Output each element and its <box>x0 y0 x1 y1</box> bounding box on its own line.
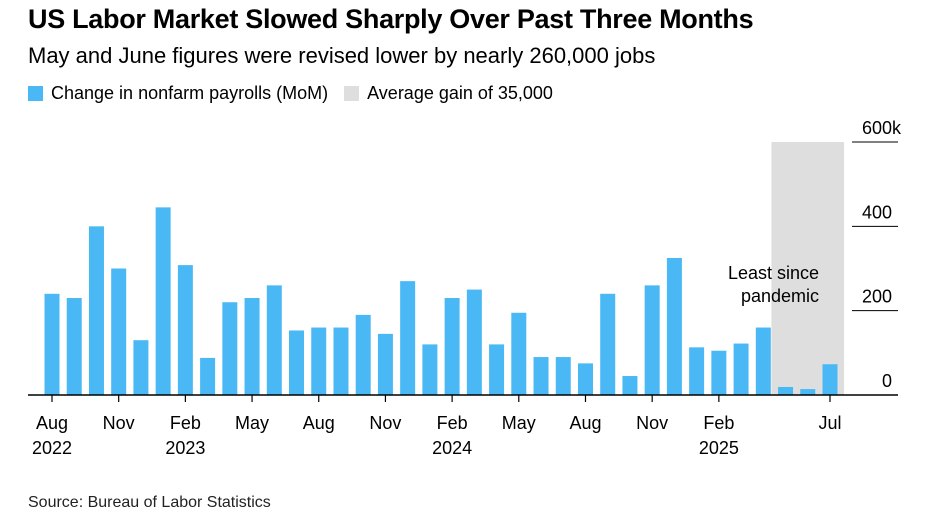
x-tick-label-2023-05-month: May <box>235 413 269 433</box>
bar-2025-01 <box>689 347 705 395</box>
legend-label-average: Average gain of 35,000 <box>367 83 553 103</box>
bar-2023-02 <box>177 265 193 395</box>
y-tick-label-0: 0 <box>882 371 892 391</box>
bar-2025-03 <box>733 343 749 395</box>
legend: Change in nonfarm payrolls (MoM) Average… <box>28 83 569 104</box>
bar-2023-12 <box>400 281 416 395</box>
legend-label-payrolls: Change in nonfarm payrolls (MoM) <box>51 83 329 103</box>
bar-2024-03 <box>466 289 482 395</box>
legend-swatch-payrolls <box>28 86 43 101</box>
source-note: Source: Bureau of Labor Statistics <box>28 494 271 511</box>
bar-2024-07 <box>555 357 571 395</box>
bar-2023-08 <box>311 327 327 395</box>
legend-item-payrolls: Change in nonfarm payrolls (MoM) <box>28 83 328 104</box>
x-tick-label-2023-02-year: 2023 <box>165 438 205 458</box>
bar-2024-12 <box>666 257 682 395</box>
x-tick-label-2024-02-month: Feb <box>437 413 468 433</box>
average-gain-shaded-region <box>771 142 845 395</box>
bar-2023-07 <box>289 330 305 395</box>
bar-2024-08 <box>577 363 593 395</box>
x-tick-label-2025-02-month: Feb <box>703 413 734 433</box>
bar-2022-08 <box>44 293 60 395</box>
bar-2024-09 <box>600 293 616 395</box>
legend-swatch-average <box>344 86 360 101</box>
bar-2024-01 <box>422 344 438 395</box>
bar-2023-10 <box>355 314 371 395</box>
bar-2022-10 <box>88 226 104 395</box>
x-tick-label-2024-08-month: Aug <box>569 413 601 433</box>
x-tick-label-2022-08-month: Aug <box>36 413 68 433</box>
bar-2023-03 <box>200 357 216 395</box>
bar-2022-12 <box>133 340 149 395</box>
bar-2024-05 <box>511 312 527 395</box>
bar-2023-05 <box>244 298 260 395</box>
bar-2025-07 <box>822 364 838 395</box>
x-tick-label-2024-11-month: Nov <box>636 413 668 433</box>
annotation-line-1: Least since <box>728 263 819 283</box>
bar-2023-06 <box>266 285 282 395</box>
x-tick-label-2022-11-month: Nov <box>103 413 135 433</box>
x-tick-label-2022-08-year: 2022 <box>32 438 72 458</box>
bar-2023-11 <box>377 333 393 395</box>
chart-subtitle: May and June figures were revised lower … <box>28 43 656 68</box>
bar-2025-05 <box>778 386 794 395</box>
annotation-line-2: pandemic <box>741 286 819 306</box>
y-tick-label-600: 600k <box>862 118 902 138</box>
x-tick-label-2024-05-month: May <box>502 413 536 433</box>
bar-2024-04 <box>489 344 505 395</box>
x-tick-label-2024-02-year: 2024 <box>432 438 472 458</box>
chart-title: US Labor Market Slowed Sharply Over Past… <box>28 4 754 34</box>
y-tick-label-200: 200 <box>862 287 892 307</box>
bar-2024-06 <box>533 357 549 395</box>
legend-item-average: Average gain of 35,000 <box>344 83 553 104</box>
bar-2025-04 <box>755 327 771 395</box>
bar-2023-04 <box>222 302 238 395</box>
x-tick-label-2025-02-year: 2025 <box>699 438 739 458</box>
bar-2024-11 <box>644 285 660 395</box>
bar-2023-09 <box>333 327 349 395</box>
y-tick-label-400: 400 <box>862 202 892 222</box>
bar-2024-02 <box>444 298 460 395</box>
bar-2022-09 <box>66 298 82 395</box>
x-tick-label-2023-02-month: Feb <box>170 413 201 433</box>
bar-2022-11 <box>111 268 127 395</box>
x-tick-label-2023-11-month: Nov <box>369 413 401 433</box>
bar-2024-10 <box>622 376 638 395</box>
x-tick-label-2025-07-month: Jul <box>818 413 841 433</box>
bar-2025-02 <box>711 350 727 395</box>
bar-2023-01 <box>155 207 171 395</box>
x-tick-label-2023-08-month: Aug <box>303 413 335 433</box>
bar-2025-06 <box>800 389 816 395</box>
